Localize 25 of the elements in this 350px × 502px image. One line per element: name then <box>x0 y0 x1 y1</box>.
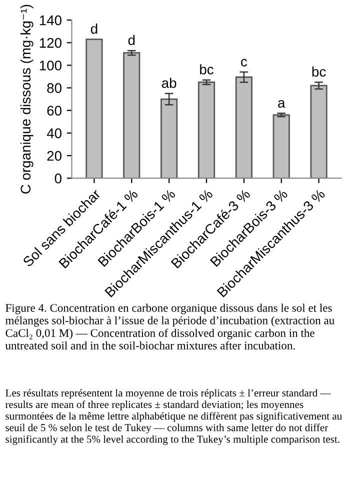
bar <box>160 98 178 178</box>
annotation: d <box>90 24 98 34</box>
annotation: d <box>128 34 135 46</box>
y-tick-label: 40 <box>46 128 62 138</box>
y-tick-label: 60 <box>47 106 62 116</box>
bar <box>235 76 252 178</box>
y-tick-label: 120 <box>40 38 62 48</box>
annotation: bc <box>312 66 326 77</box>
bar <box>86 38 103 178</box>
bar <box>272 114 290 178</box>
annotation: a <box>278 100 286 108</box>
text: Les résultats représentent la moyenne de trois réplicats ± l’erreur standard — results are mean of three replicates ± standard deviation; les moyennes surmontées de la même lettre alphabétique ne diffèrent pas significativement au seuil de 5 % selon le test de Tukey — columns with same letter do not differ significantly at the 5% level according to the Tukey’s multiple comparison test. <box>5 389 342 445</box>
y-tick-label: 80 <box>47 83 62 94</box>
y-tick-label: 100 <box>40 60 62 70</box>
caption: Figure 4. Concentration en carbone organique dissous dans le sol et les mélanges sol-biochar à l’issue de la période d’incubation (extraction au CaCl₂ 0,01 M) — Concentration of dissolved organic carbon in the untreated soil and in the soil-biochar mixtures after incubation. <box>5 304 334 350</box>
annotation: c <box>241 58 248 67</box>
annotation: ab <box>162 78 176 88</box>
y-axis-title: C organique dissous (mg·kg⁻¹) <box>20 4 34 194</box>
y-tick-label: 0 <box>54 174 62 184</box>
y-tick-label: 140 <box>40 15 62 26</box>
annotation: bc <box>200 64 214 74</box>
bar <box>123 52 140 178</box>
y-tick-label: 20 <box>47 150 62 161</box>
bar <box>310 84 328 178</box>
bar <box>198 82 216 178</box>
